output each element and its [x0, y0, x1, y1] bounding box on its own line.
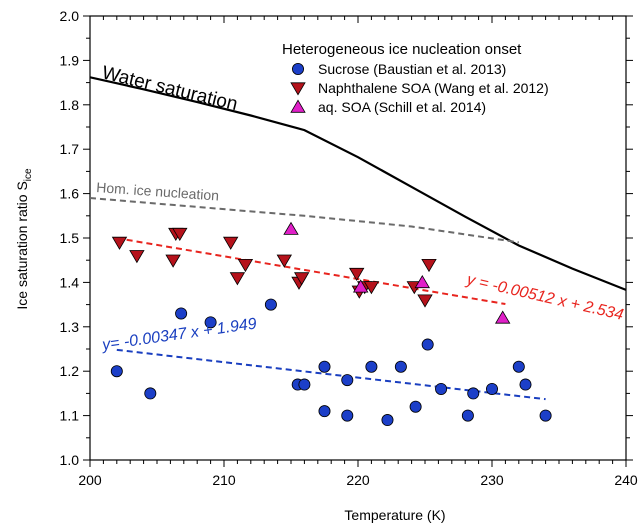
legend-marker-sucrose: [291, 63, 304, 76]
blue-fit-equation: y= -0.00347 x + 1.949: [100, 315, 258, 354]
sucrose-point: [318, 360, 331, 373]
water-saturation-label: Water saturation: [100, 62, 240, 115]
aq-soa-point: [414, 275, 430, 289]
sucrose-point: [467, 387, 480, 400]
y-tick-label: 1.0: [60, 452, 80, 468]
naphthalene-soa-point: [223, 236, 239, 250]
sucrose-point: [298, 378, 311, 391]
axis-titles: Temperature (K) Ice saturation ratio Sic…: [14, 168, 446, 523]
x-tick-label: 230: [480, 472, 504, 488]
y-tick-label: 1.1: [60, 408, 80, 424]
blue-fit-line: [116, 348, 546, 401]
sucrose-point: [512, 360, 525, 373]
y-tick-label: 1.7: [60, 141, 80, 157]
sucrose-point: [421, 338, 434, 351]
legend-label-naphthalene-soa: Naphthalene SOA (Wang et al. 2012): [318, 80, 549, 96]
y-tick-label: 1.8: [60, 97, 80, 113]
sucrose-point: [110, 365, 123, 378]
y-tick-label: 1.9: [60, 52, 80, 68]
hom-ice-nucleation-curve: [90, 197, 519, 244]
sucrose-point: [175, 307, 188, 320]
naphthalene-soa-point: [294, 272, 310, 286]
sucrose-point: [409, 400, 422, 413]
sucrose-point: [264, 298, 277, 311]
naphthalene-soa-point: [229, 272, 246, 286]
sucrose-point: [144, 387, 157, 400]
legend-label-aq-soa: aq. SOA (Schill et al. 2014): [318, 99, 486, 115]
y-tick-label: 1.3: [60, 319, 80, 335]
legend: Heterogeneous ice nucleation onset Sucro…: [282, 41, 549, 115]
x-axis-title: Temperature (K): [344, 507, 445, 523]
sucrose-point: [318, 405, 331, 418]
sucrose-point: [381, 414, 394, 427]
legend-marker-naphthalene-soa: [290, 82, 306, 96]
naphthalene-soa-point: [165, 254, 181, 268]
red-fit-line: [116, 237, 506, 306]
legend-title: Heterogeneous ice nucleation onset: [282, 41, 522, 58]
points-layer: [110, 221, 552, 427]
y-tick-label: 1.5: [60, 230, 80, 246]
legend-marker-aq-soa: [290, 99, 306, 113]
sucrose-point: [539, 409, 552, 422]
sucrose-point: [341, 374, 354, 387]
y-tick-label: 2.0: [60, 8, 80, 24]
y-axis-title-subscript: ice: [23, 168, 34, 181]
x-tick-label: 200: [78, 472, 102, 488]
naphthalene-soa-point: [129, 250, 145, 264]
naphthalene-soa-point: [111, 236, 128, 250]
y-tick-label: 1.4: [60, 274, 80, 290]
sucrose-point: [519, 378, 532, 391]
curves-layer: [90, 76, 626, 401]
aq-soa-point: [353, 279, 369, 293]
sucrose-point: [435, 382, 448, 395]
x-tick-label: 240: [614, 472, 638, 488]
aq-soa-point: [495, 310, 511, 324]
x-tick-label: 210: [212, 472, 236, 488]
sucrose-point: [204, 316, 217, 329]
naphthalene-soa-point: [172, 227, 188, 241]
x-tick-label: 220: [346, 472, 370, 488]
naphthalene-soa-point: [237, 258, 254, 273]
sucrose-point: [461, 409, 474, 422]
sucrose-point: [485, 382, 498, 395]
aq-soa-point: [283, 221, 299, 235]
y-tick-label: 1.2: [60, 363, 80, 379]
sucrose-point: [365, 360, 378, 373]
y-axis-title-main: Ice saturation ratio S: [14, 181, 30, 309]
naphthalene-soa-point: [349, 267, 365, 281]
sucrose-point: [341, 409, 354, 422]
y-tick-label: 1.6: [60, 186, 80, 202]
naphthalene-soa-point: [421, 258, 437, 273]
y-axis-title: Ice saturation ratio Sice: [14, 168, 34, 310]
naphthalene-soa-point: [276, 254, 292, 268]
legend-label-sucrose: Sucrose (Baustian et al. 2013): [318, 61, 506, 77]
sucrose-point: [394, 360, 407, 373]
water-saturation-curve: [90, 76, 626, 291]
axes-layer: 200 210 220 230 240 1.0 1.1 1.2 1.3 1.4 1.5 1.6 1.7 1…: [60, 8, 638, 488]
naphthalene-soa-point: [417, 294, 433, 308]
naphthalene-soa-point: [363, 281, 380, 295]
